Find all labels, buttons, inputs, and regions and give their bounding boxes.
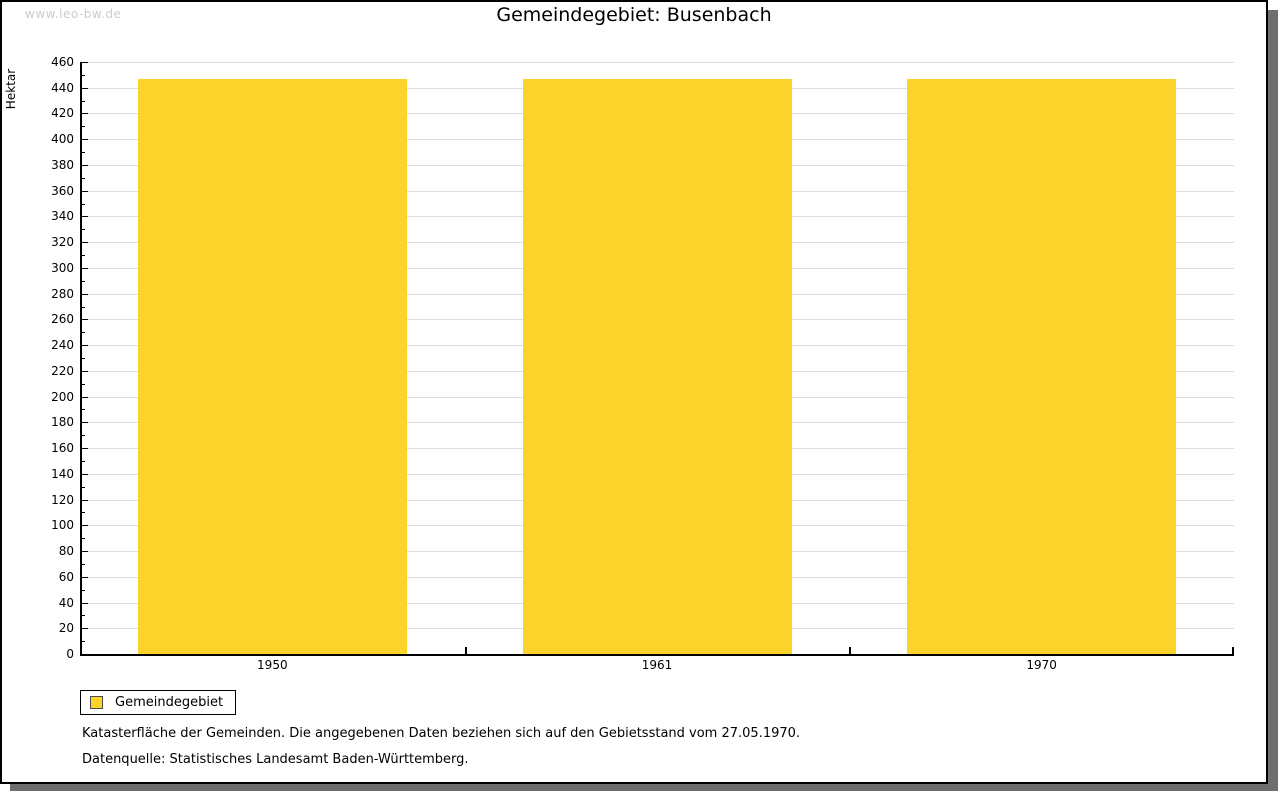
- footnote-data-source: Datenquelle: Statistisches Landesamt Bad…: [82, 752, 469, 767]
- y-tick-label: 220: [51, 363, 74, 378]
- y-minor-tick: [80, 229, 85, 231]
- x-category-label: 1961: [641, 658, 673, 672]
- footnote-source-description: Katasterfläche der Gemeinden. Die angege…: [82, 726, 801, 741]
- y-tick-label: 340: [51, 209, 74, 224]
- y-axis-line: [80, 62, 82, 656]
- y-tick-label: 140: [51, 466, 74, 481]
- x-axis-end-tick: [1232, 647, 1234, 654]
- y-minor-tick: [80, 383, 85, 385]
- y-major-tick: [80, 525, 88, 527]
- y-tick-label: 320: [51, 235, 74, 250]
- y-tick-label: 200: [51, 389, 74, 404]
- watermark-leo-bw: www.leo-bw.de: [25, 7, 122, 21]
- y-minor-tick: [80, 538, 85, 540]
- y-tick-label: 160: [51, 441, 74, 456]
- y-minor-tick: [80, 203, 85, 205]
- y-major-tick: [80, 448, 88, 450]
- y-major-tick: [80, 345, 88, 347]
- y-minor-tick: [80, 563, 85, 565]
- chart-title: Gemeindegebiet: Busenbach: [496, 4, 772, 26]
- bar-1961: [522, 78, 792, 654]
- y-minor-tick: [80, 306, 85, 308]
- bar-1950: [137, 78, 407, 654]
- y-major-tick: [80, 242, 88, 244]
- y-minor-tick: [80, 512, 85, 514]
- y-tick-label: 40: [58, 595, 74, 610]
- y-minor-tick: [80, 177, 85, 179]
- y-major-tick: [80, 602, 88, 604]
- y-tick-label: 120: [51, 492, 74, 507]
- y-tick-label: 440: [51, 80, 74, 95]
- y-major-tick: [80, 551, 88, 553]
- y-major-tick: [80, 319, 88, 321]
- y-tick-label: 400: [51, 132, 74, 147]
- y-major-tick: [80, 396, 88, 398]
- y-minor-tick: [80, 641, 85, 643]
- y-major-tick: [80, 499, 88, 501]
- y-major-tick: [80, 190, 88, 192]
- bar-1970: [907, 78, 1177, 654]
- y-minor-tick: [80, 486, 85, 488]
- y-tick-label: 260: [51, 312, 74, 327]
- y-major-tick: [80, 164, 88, 166]
- y-tick-label: 300: [51, 260, 74, 275]
- y-tick-label: 100: [51, 518, 74, 533]
- y-major-tick: [80, 576, 88, 578]
- y-minor-tick: [80, 460, 85, 462]
- y-tick-label: 280: [51, 286, 74, 301]
- y-gridline: [81, 62, 1234, 63]
- y-major-tick: [80, 422, 88, 424]
- y-major-tick: [80, 62, 88, 63]
- y-minor-tick: [80, 435, 85, 437]
- y-tick-label: 380: [51, 157, 74, 172]
- legend-label: Gemeindegebiet: [115, 695, 224, 710]
- y-tick-label: 360: [51, 183, 74, 198]
- legend-swatch-gemeindegebiet: [90, 696, 103, 709]
- y-major-tick: [80, 87, 88, 89]
- y-minor-tick: [80, 280, 85, 282]
- y-major-tick: [80, 267, 88, 269]
- y-minor-tick: [80, 615, 85, 617]
- x-boundary-tick: [849, 647, 852, 654]
- y-minor-tick: [80, 126, 85, 128]
- y-minor-tick: [80, 589, 85, 591]
- x-boundary-tick: [464, 647, 467, 654]
- y-minor-tick: [80, 358, 85, 359]
- y-major-tick: [80, 473, 88, 475]
- y-major-tick: [80, 370, 88, 372]
- x-axis-line: [80, 654, 1234, 656]
- y-tick-label: 20: [58, 621, 74, 636]
- y-minor-tick: [80, 74, 85, 76]
- y-tick-label: 420: [51, 106, 74, 121]
- y-minor-tick: [80, 409, 85, 411]
- y-major-tick: [80, 293, 88, 295]
- y-tick-label: 80: [58, 544, 74, 559]
- y-major-tick: [80, 216, 88, 218]
- y-major-tick: [80, 628, 88, 630]
- y-axis-title: Hektar: [4, 68, 18, 110]
- y-major-tick: [80, 113, 88, 115]
- y-tick-label: 240: [51, 338, 74, 353]
- y-major-tick: [80, 139, 88, 141]
- y-minor-tick: [80, 100, 85, 102]
- y-tick-label: 180: [51, 415, 74, 430]
- y-tick-label: 0: [66, 647, 74, 661]
- x-category-label: 1970: [1026, 658, 1057, 672]
- y-minor-tick: [80, 255, 85, 257]
- y-minor-tick: [80, 332, 85, 334]
- chart-legend: Gemeindegebiet: [80, 690, 237, 715]
- x-category-label: 1950: [257, 658, 288, 672]
- y-minor-tick: [80, 152, 85, 154]
- y-tick-label: 60: [58, 569, 74, 584]
- y-tick-label: 460: [51, 55, 74, 69]
